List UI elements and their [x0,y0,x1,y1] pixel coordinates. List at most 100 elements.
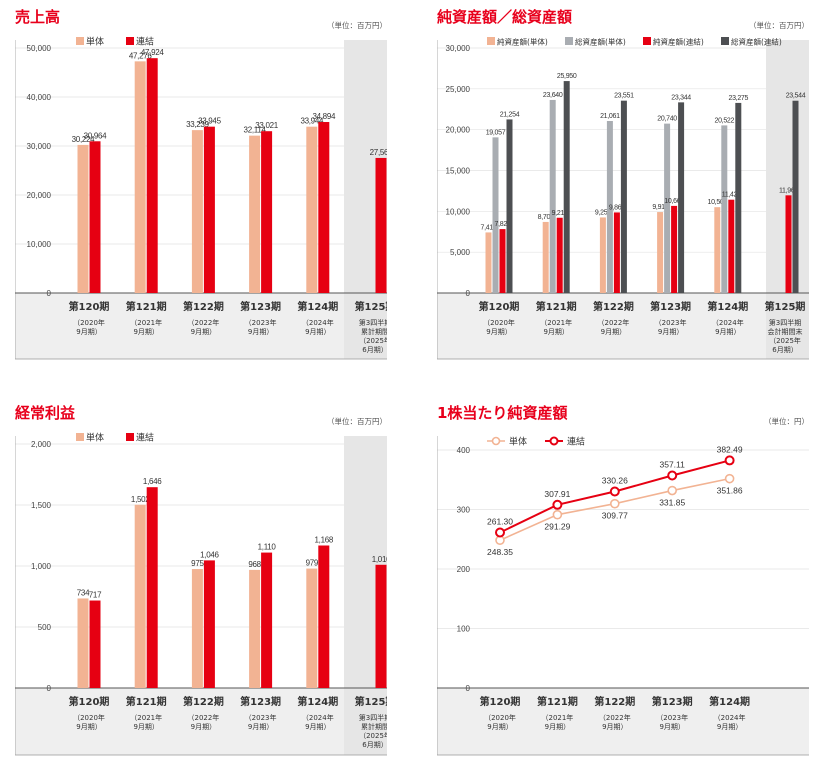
category-label: （2022年 [187,318,219,327]
y-tick-label: 10,000 [446,207,471,216]
data-point [552,499,563,510]
category-label: （2022年 [599,713,631,722]
data-label: 968 [248,560,261,569]
bar [146,487,158,688]
assets-unit-label: （単位：百万円） [749,21,809,30]
y-tick-label: 2,000 [31,440,52,449]
category-label: （2023年 [245,318,277,327]
data-label: 351.86 [717,486,743,496]
category-label: （2025年 [769,336,801,345]
category-label: 9月期） [601,328,626,336]
data-label: 979 [306,559,319,568]
bar [792,100,799,293]
legend-label: 総資産額(単体) [575,37,626,47]
category-label: 会計期間末 [768,327,803,336]
sales-unit-label: （単位：百万円） [327,21,387,30]
legend-swatch [565,37,573,45]
category-label: 9月期） [191,328,216,336]
data-label: 9,253 [595,209,611,216]
data-point [552,509,563,520]
data-label: 23,551 [614,93,634,100]
data-label: 21,061 [600,113,620,120]
category-label: 第121期 [126,300,167,313]
y-tick-label: 100 [457,625,471,634]
category-label: 第123期 [650,300,691,313]
profit-chart: 05001,0001,5002,000単体連結734717第120期（2020年… [15,432,387,756]
data-label: 331.85 [659,498,685,508]
bar [306,568,318,688]
bar [203,560,215,688]
category-label: 第125期 [355,300,387,313]
legend-swatch [126,37,134,45]
data-point [667,485,677,496]
data-label: 34,894 [312,112,336,121]
bar [134,504,146,688]
category-label: 第122期 [593,300,634,313]
category-label: 第123期 [652,695,693,708]
profit-chart-panel: 経常利益 （単位：百万円） 05001,0001,5002,000単体連結734… [15,402,387,757]
category-label: （2021年 [540,318,572,327]
data-label: 734 [77,588,90,597]
bar [134,61,146,294]
data-label: 23,544 [786,93,806,100]
data-label: 10,666 [664,198,684,205]
category-label: 6月期） [772,346,797,354]
legend-swatch [76,37,84,45]
category-label: 第3四半期 [359,713,387,722]
category-label: 第123期 [240,695,281,708]
bps-chart-title: 1株当たり純資産額 [437,404,568,422]
category-label: （2024年 [712,318,744,327]
data-label: 1,010 [372,555,387,564]
category-label: 第124期 [297,300,338,313]
bps-chart-panel: 1株当たり純資産額 （単位：円） 0100200300400単体連結248.35… [437,402,809,757]
category-label: 第3四半期 [359,318,387,327]
bar [77,144,89,293]
legend-marker [491,436,501,446]
bar [657,212,664,293]
category-label: 9月期） [543,328,568,336]
data-label: 307.91 [544,489,570,499]
category-label: 第125期 [765,300,806,313]
category-label: 第121期 [126,695,167,708]
y-tick-label: 20,000 [27,191,52,200]
category-label: 第122期 [183,300,224,313]
category-label: 9月期） [133,328,158,336]
data-point [609,486,620,497]
data-label: 33,945 [198,117,222,126]
category-label-area [15,688,344,755]
bar [599,217,606,293]
category-label: 第124期 [709,695,750,708]
category-label: 9月期） [545,723,570,731]
category-label: 第122期 [183,695,224,708]
bps-unit-label: （単位：円） [764,417,809,426]
bar [721,125,728,294]
category-label: 9月期） [717,723,742,731]
bar [785,195,792,293]
category-label: 9月期） [305,328,330,336]
legend-label: 純資産額(連結) [653,37,704,47]
data-label: 1,646 [143,477,162,486]
category-label: 9月期） [76,723,101,731]
bar [678,102,685,293]
y-tick-label: 200 [457,565,471,574]
bar [318,122,330,293]
data-label: 7,418 [480,224,496,231]
data-label: 11,424 [722,192,741,199]
bar [261,131,273,293]
bar [375,157,387,293]
bar [89,600,101,688]
assets-chart-panel: 純資産額／総資産額 （単位：百万円） 05,00010,00015,00020,… [437,6,809,362]
bps-chart: 0100200300400単体連結248.35291.29309.77331.8… [437,436,809,756]
legend-marker [549,436,559,446]
category-label: （2025年 [359,731,387,740]
category-label: （2022年 [597,318,629,327]
bar [492,137,499,293]
category-label: 9月期） [191,723,216,731]
category-label: （2020年 [73,318,105,327]
data-label: 330.26 [602,475,628,485]
bar [613,212,620,293]
profit-chart-title: 経常利益 [15,404,76,422]
legend-label: 連結 [136,36,154,48]
data-label: 23,640 [543,92,563,99]
legend-swatch [487,37,495,45]
